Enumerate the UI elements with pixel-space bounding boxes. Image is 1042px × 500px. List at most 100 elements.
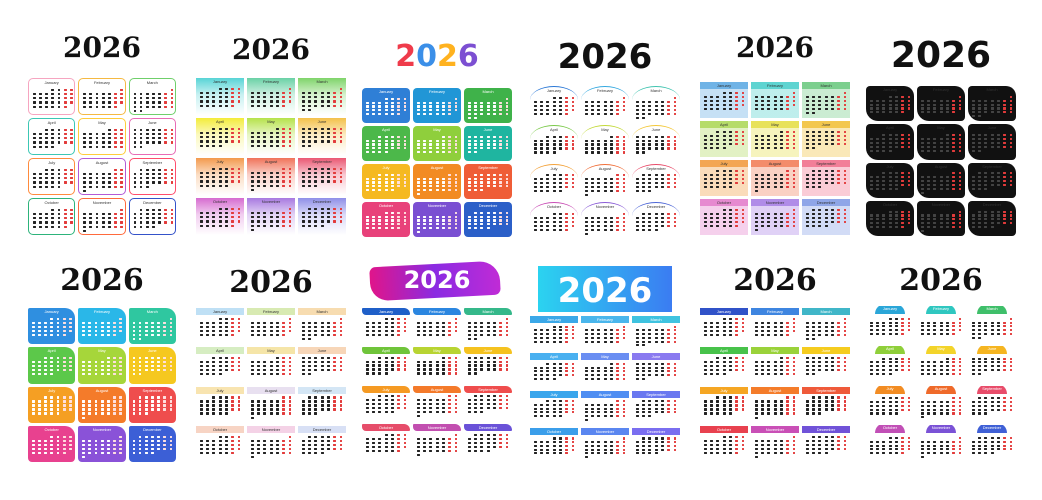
month-april: April	[28, 118, 76, 155]
month-april: April	[700, 121, 748, 157]
month-label: November	[595, 204, 615, 210]
day-grid	[919, 317, 963, 341]
calendar-11: 2026 January February March April May June July…	[700, 262, 850, 462]
day-grid	[804, 396, 848, 421]
month-label: January	[546, 88, 562, 93]
day-grid	[131, 356, 174, 381]
month-october: October	[866, 200, 914, 236]
day-grid	[970, 357, 1014, 381]
month-march: March	[632, 86, 680, 123]
month-label: June	[802, 347, 850, 355]
day-grid	[466, 97, 510, 121]
month-label: December	[143, 426, 162, 432]
month-label: September	[142, 387, 163, 393]
day-grid	[131, 435, 174, 460]
day-grid	[198, 127, 242, 153]
month-december: December	[464, 202, 512, 237]
month-label: August	[934, 163, 948, 169]
day-grid	[702, 435, 746, 460]
day-grid	[466, 395, 510, 420]
month-label: May	[937, 125, 945, 131]
month-april: April	[196, 347, 244, 383]
month-label: June	[298, 347, 346, 355]
month-label: October	[378, 203, 394, 208]
month-december: December	[802, 425, 850, 462]
month-label: May	[98, 348, 106, 354]
month-may: May	[247, 118, 295, 155]
day-grid	[364, 173, 408, 197]
month-january: January	[196, 308, 244, 344]
month-december: December	[802, 199, 850, 235]
month-label: August	[430, 165, 444, 170]
month-label: January	[882, 87, 898, 92]
month-january: January	[362, 308, 410, 344]
month-label: December	[982, 201, 1002, 207]
month-label: November	[751, 425, 799, 433]
month-label: January	[44, 80, 59, 85]
day-grid	[364, 211, 408, 235]
month-november: November	[247, 198, 295, 235]
month-label: December	[816, 200, 836, 205]
day-grid	[81, 88, 124, 112]
month-label: August	[751, 386, 799, 394]
day-grid	[702, 356, 746, 381]
day-grid	[364, 395, 408, 420]
day-grid	[364, 97, 408, 121]
month-december: December	[968, 425, 1016, 462]
month-july: July	[362, 164, 410, 199]
month-may: May	[751, 347, 799, 383]
month-label: May	[771, 122, 779, 127]
month-march: March	[128, 308, 176, 345]
day-grid	[634, 96, 678, 121]
day-grid	[702, 130, 746, 155]
month-label: March	[986, 87, 998, 92]
month-label: July	[48, 387, 56, 393]
day-grid	[634, 174, 678, 199]
month-label: March	[298, 308, 346, 315]
month-september: September	[128, 158, 176, 195]
month-label: August	[768, 161, 782, 166]
day-grid	[753, 317, 797, 342]
month-label: August	[413, 385, 461, 393]
month-march: March	[968, 86, 1016, 122]
month-may: May	[413, 346, 461, 383]
day-grid	[198, 435, 242, 460]
year-title: 2026	[63, 31, 141, 64]
month-label: December	[312, 199, 332, 204]
month-label: August	[598, 165, 612, 171]
month-june: June	[128, 118, 176, 155]
year-title: 2026	[890, 35, 992, 76]
month-november: November	[581, 202, 629, 239]
day-grid	[415, 317, 459, 342]
day-grid	[131, 317, 174, 342]
month-label: February	[262, 79, 279, 84]
month-label: July	[874, 385, 906, 394]
month-january: January	[530, 316, 578, 350]
month-january: January	[196, 78, 244, 115]
day-grid	[81, 168, 124, 192]
month-label: December	[632, 427, 680, 435]
month-august: August	[751, 160, 799, 196]
month-label: October	[882, 201, 898, 207]
calendar-5: 2026 January February March April May June July…	[700, 30, 850, 235]
month-label: March	[464, 308, 512, 315]
month-march: March	[968, 306, 1016, 343]
month-october: October	[196, 425, 244, 462]
month-label: July	[550, 165, 558, 171]
day-grid	[868, 172, 912, 196]
month-label: October	[362, 424, 410, 432]
month-august: August	[78, 158, 126, 195]
month-november: November	[247, 425, 295, 462]
month-april: April	[866, 124, 914, 160]
month-june: June	[802, 347, 850, 383]
month-label: September	[646, 165, 666, 171]
day-grid	[868, 210, 912, 234]
day-grid	[532, 437, 576, 460]
month-label: February	[932, 87, 949, 92]
month-june: June	[128, 347, 176, 384]
month-label: October	[716, 200, 732, 205]
year-title: 2026	[60, 263, 144, 298]
day-grid	[804, 169, 848, 194]
month-label: June	[632, 353, 680, 361]
month-label: February	[596, 88, 613, 93]
